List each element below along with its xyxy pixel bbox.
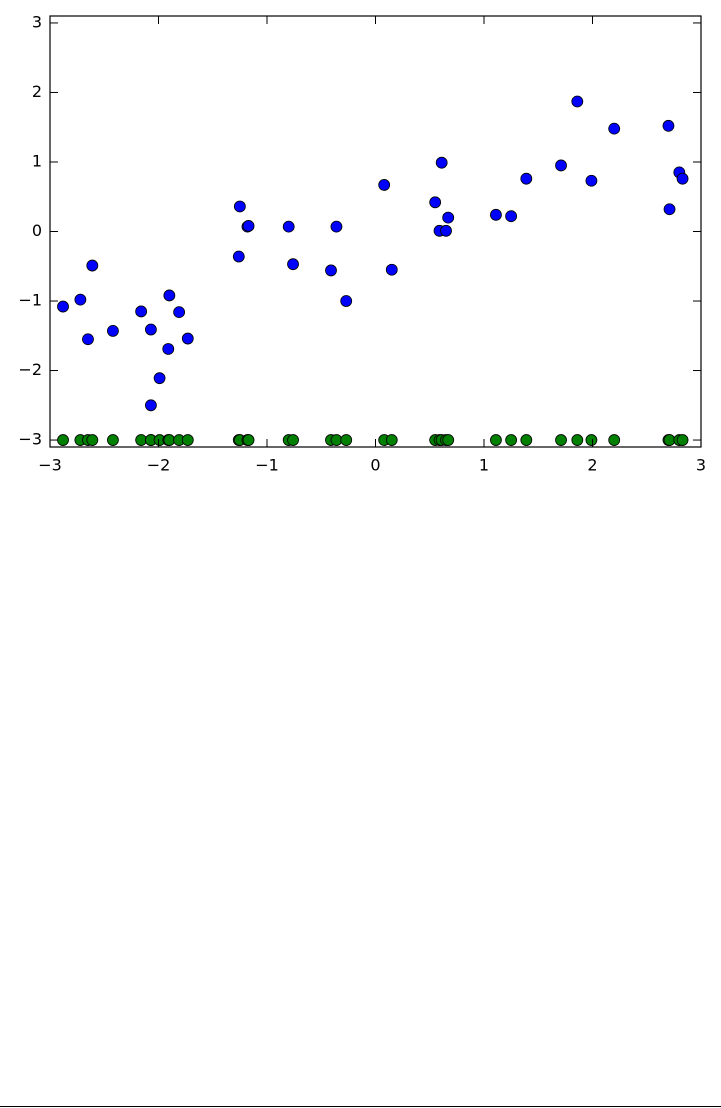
scatter-point <box>162 343 175 355</box>
scatter-point <box>571 434 584 446</box>
scatter-point <box>429 196 442 209</box>
scatter-point <box>555 434 567 446</box>
scatter-point <box>442 434 455 446</box>
scatter-point <box>173 306 186 319</box>
scatter-point <box>282 220 295 233</box>
scatter-point <box>520 172 533 185</box>
scatter-point <box>57 300 69 313</box>
scatter-point <box>662 119 675 132</box>
scatter-point <box>242 220 255 232</box>
scatter-point <box>57 434 69 446</box>
scatter-point <box>435 156 448 169</box>
scatter-point <box>163 289 176 302</box>
scatter-point <box>330 434 343 446</box>
scatter-point <box>663 434 676 446</box>
scatter-point <box>585 174 598 187</box>
scatter-point <box>676 172 689 185</box>
scatter-point <box>505 434 518 446</box>
scatter-point <box>153 372 166 385</box>
scatter-point <box>340 434 353 446</box>
scatter-point <box>107 434 119 446</box>
x-tick-label: 0 <box>370 456 380 475</box>
scatter-point <box>330 220 343 233</box>
x-tick-label: 3 <box>696 456 706 475</box>
scatter-point <box>555 159 567 172</box>
scatter-point <box>145 399 157 412</box>
scatter-point <box>74 293 87 306</box>
scatter-point <box>663 203 676 216</box>
scatter-point <box>608 122 621 135</box>
scatter-point <box>181 332 194 345</box>
y-tick-label: 2 <box>32 82 42 101</box>
scatter-point <box>325 264 337 277</box>
scatter-point <box>82 333 94 346</box>
scatter-point <box>505 210 518 223</box>
scatter-point <box>232 250 245 263</box>
scatter-point <box>385 263 398 276</box>
x-tick-label: −1 <box>255 456 279 475</box>
scatter-point <box>181 434 194 446</box>
scatter-point <box>163 434 176 446</box>
x-tick-label: −2 <box>147 456 171 475</box>
x-tick-label: 2 <box>587 456 597 475</box>
scatter-point <box>585 434 598 446</box>
y-tick-label: 3 <box>32 12 42 31</box>
scatter-point <box>145 323 157 336</box>
scatter-point <box>442 211 455 224</box>
scatter-point <box>135 434 148 446</box>
x-tick-label: 1 <box>479 456 489 475</box>
scatter-point <box>608 434 621 446</box>
scatter-point <box>86 259 99 272</box>
scatter-point <box>676 434 689 446</box>
scatter-point <box>378 179 391 191</box>
scatter-point <box>440 224 452 237</box>
scatter-point <box>242 434 255 446</box>
scatter-point <box>86 434 99 446</box>
y-tick-label: −2 <box>18 360 42 379</box>
y-tick-label: −1 <box>18 291 42 310</box>
scatter-point <box>385 434 398 446</box>
x-tick-label: −3 <box>38 456 62 475</box>
scatter-point <box>287 434 299 446</box>
scatter-point <box>287 258 299 271</box>
scatter-point <box>340 295 353 307</box>
y-tick-label: 0 <box>32 221 42 240</box>
scatter-point <box>233 200 246 213</box>
scatter-point <box>135 305 148 318</box>
y-tick-label: 1 <box>32 151 42 170</box>
scatter-point <box>490 434 502 446</box>
scatter-point <box>571 95 584 108</box>
scatter-point <box>520 434 533 446</box>
scatter-point <box>107 325 119 337</box>
y-tick-label: −3 <box>18 430 42 449</box>
scatter-point <box>490 208 502 221</box>
